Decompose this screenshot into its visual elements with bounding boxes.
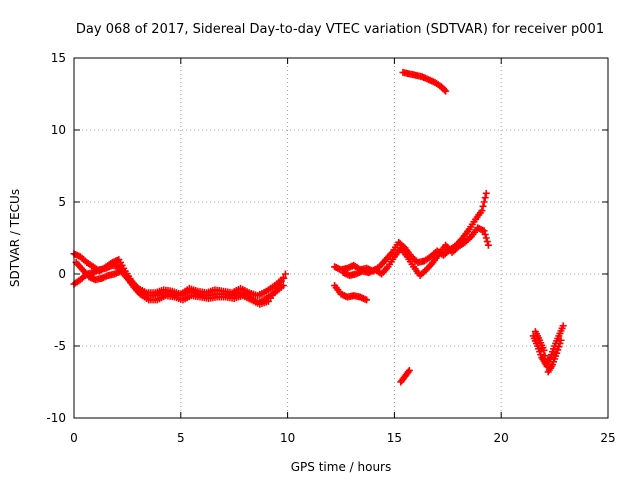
data-point [279, 274, 287, 282]
plot-frame [73, 57, 609, 419]
tick-layer: 0 5 10 15 20 25 -10 -5 0 5 10 15 [46, 51, 615, 445]
data-point [273, 284, 281, 292]
data-point [405, 366, 413, 374]
data-point [556, 339, 564, 347]
x-tick-label: 25 [600, 431, 615, 445]
data-point [441, 86, 449, 94]
series-arc-5 [331, 282, 371, 304]
data-point [481, 194, 489, 202]
data-points [70, 68, 567, 386]
data-point [442, 87, 450, 95]
y-tick-label: -5 [54, 339, 66, 353]
data-point [483, 238, 491, 246]
data-point [555, 343, 563, 351]
x-axis-label: GPS time / hours [291, 460, 392, 474]
data-point [541, 352, 549, 360]
chart-title: Day 068 of 2017, Sidereal Day-to-day VTE… [76, 22, 604, 37]
data-point [481, 230, 489, 238]
data-point [404, 368, 412, 376]
data-point [553, 349, 561, 357]
data-point [275, 281, 283, 289]
data-point [479, 202, 487, 210]
data-point [480, 227, 488, 235]
y-tick-label: 15 [51, 51, 66, 65]
data-point [559, 322, 567, 330]
series-arc-3 [72, 258, 289, 308]
data-point [554, 346, 562, 354]
x-tick-label: 0 [70, 431, 78, 445]
series-arc-10 [531, 328, 565, 376]
series-arc-7 [399, 68, 450, 95]
x-tick-label: 15 [387, 431, 402, 445]
y-axis-label: SDTVAR / TECUs [8, 189, 22, 287]
series-arc-6 [339, 224, 492, 279]
x-tick-label: 10 [280, 431, 295, 445]
data-point [281, 270, 289, 278]
y-tick-label: 0 [58, 267, 66, 281]
x-tick-label: 5 [177, 431, 185, 445]
y-tick-label: 5 [58, 195, 66, 209]
data-point [480, 198, 488, 206]
data-point [557, 336, 565, 344]
series-arc-8 [397, 366, 413, 386]
y-tick-label: -10 [46, 411, 66, 425]
x-tick-label: 20 [494, 431, 509, 445]
grid-layer [74, 58, 608, 418]
y-tick-label: 10 [51, 123, 66, 137]
data-point [484, 241, 492, 249]
data-point [482, 234, 490, 242]
data-point [363, 296, 371, 304]
data-point [542, 357, 550, 365]
data-point [277, 277, 285, 285]
data-point [540, 346, 548, 354]
data-point [482, 189, 490, 197]
data-point [478, 207, 486, 215]
